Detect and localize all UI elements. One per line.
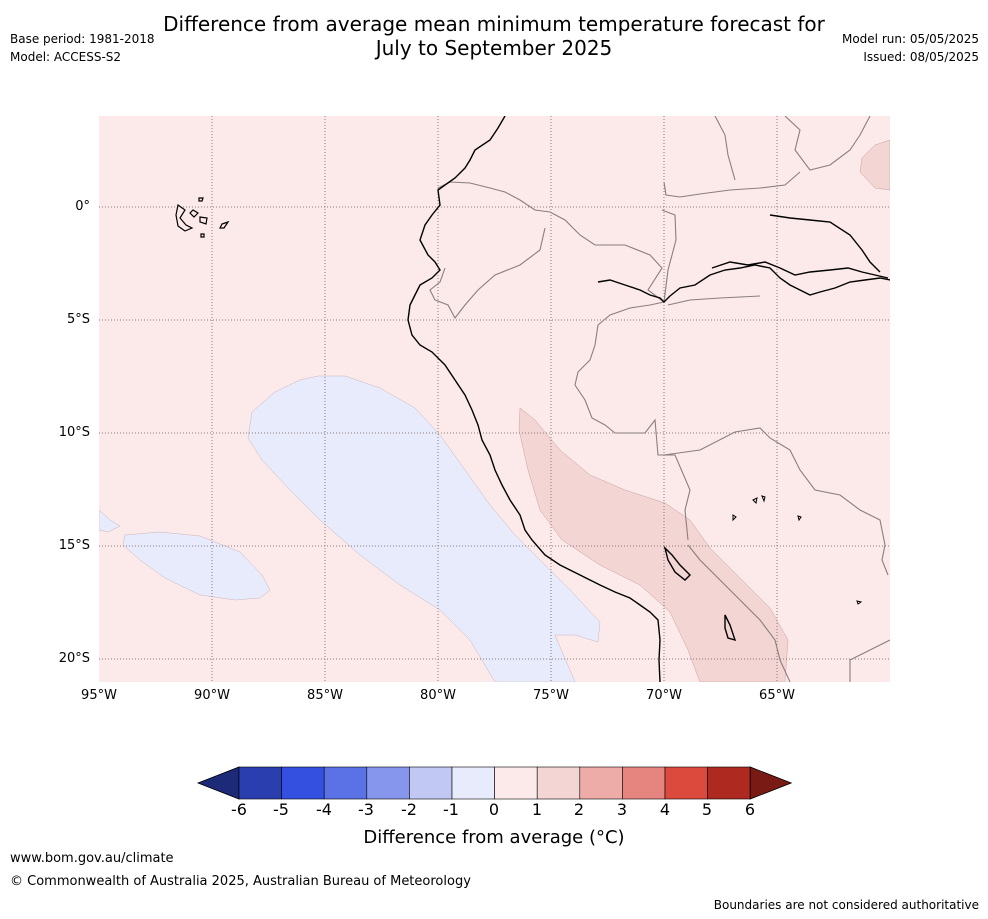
country-borders [429,116,890,682]
colorbar-tick: 6 [744,800,756,819]
colorbar-segment [707,766,751,800]
graticule [99,116,890,682]
lon-label: 75°W [533,688,569,703]
title-line-1: Difference from average mean minimum tem… [163,12,825,36]
colorbar-tick: -2 [401,800,417,819]
anomaly-regions [99,139,890,682]
model-run-text: Model run: 05/05/2025 [841,32,979,46]
warm-anomaly-region-ne [859,139,890,191]
colorbar [196,766,793,800]
meta-left: Base period: 1981-2018 Model: ACCESS-S2 [10,30,155,66]
colorbar-segment [536,766,581,800]
lat-label: 15°S [58,538,90,553]
colorbar-segment [281,766,325,800]
colorbar-tick: -1 [443,800,459,819]
lat-label: 0° [75,199,90,214]
colorbar-segment [366,766,410,800]
colorbar-arrow-high [749,766,793,800]
colorbar-tick: 5 [701,800,713,819]
lat-label: 10°S [58,425,90,440]
lon-label: 80°W [420,688,456,703]
title-line-2: July to September 2025 [375,36,613,60]
meta-right: Model run: 05/05/2025 Issued: 08/05/2025 [842,30,979,66]
colorbar-tick: 4 [659,800,671,819]
cool-anomaly-region-edge [99,509,121,533]
colorbar-tick: -3 [358,800,374,819]
model-text: Model: ACCESS-S2 [10,50,122,64]
colorbar-segment [323,766,368,800]
colorbar-segment [622,766,666,800]
coastline [407,116,890,682]
colorbar-segment [409,766,453,800]
issued-text: Issued: 08/05/2025 [863,50,979,64]
small-islands [732,495,863,605]
colorbar-segment [238,766,282,800]
bom-url[interactable]: www.bom.gov.au/climate [10,851,174,866]
colorbar-tick: 1 [531,800,543,819]
colorbar-tick: 0 [488,800,500,819]
cool-anomaly-region-west [122,531,271,601]
lat-label: 5°S [66,312,90,327]
colorbar-tick: -4 [316,800,332,819]
lon-label: 65°W [759,688,795,703]
disclaimer-text: Boundaries are not considered authoritat… [713,898,979,912]
lon-label: 70°W [646,688,682,703]
copyright-text: © Commonwealth of Australia 2025, Austra… [10,874,471,889]
map-title: Difference from average mean minimum tem… [0,12,988,60]
lon-label: 90°W [194,688,230,703]
lon-label: 95°W [81,688,117,703]
colorbar-segment [494,766,538,800]
colorbar-tick: 3 [616,800,628,819]
colorbar-tick: -6 [231,800,247,819]
colorbar-segment [664,766,708,800]
lon-label: 85°W [307,688,343,703]
colorbar-label: Difference from average (°C) [363,827,625,848]
colorbar-segment [579,766,623,800]
colorbar-segment [451,766,495,800]
lat-label: 20°S [58,651,90,666]
colorbar-arrow-low [196,766,240,800]
galapagos-islands [175,197,230,238]
colorbar-tick: 2 [573,800,585,819]
colorbar-tick: -5 [273,800,289,819]
base-period-text: Base period: 1981-2018 [10,32,155,46]
